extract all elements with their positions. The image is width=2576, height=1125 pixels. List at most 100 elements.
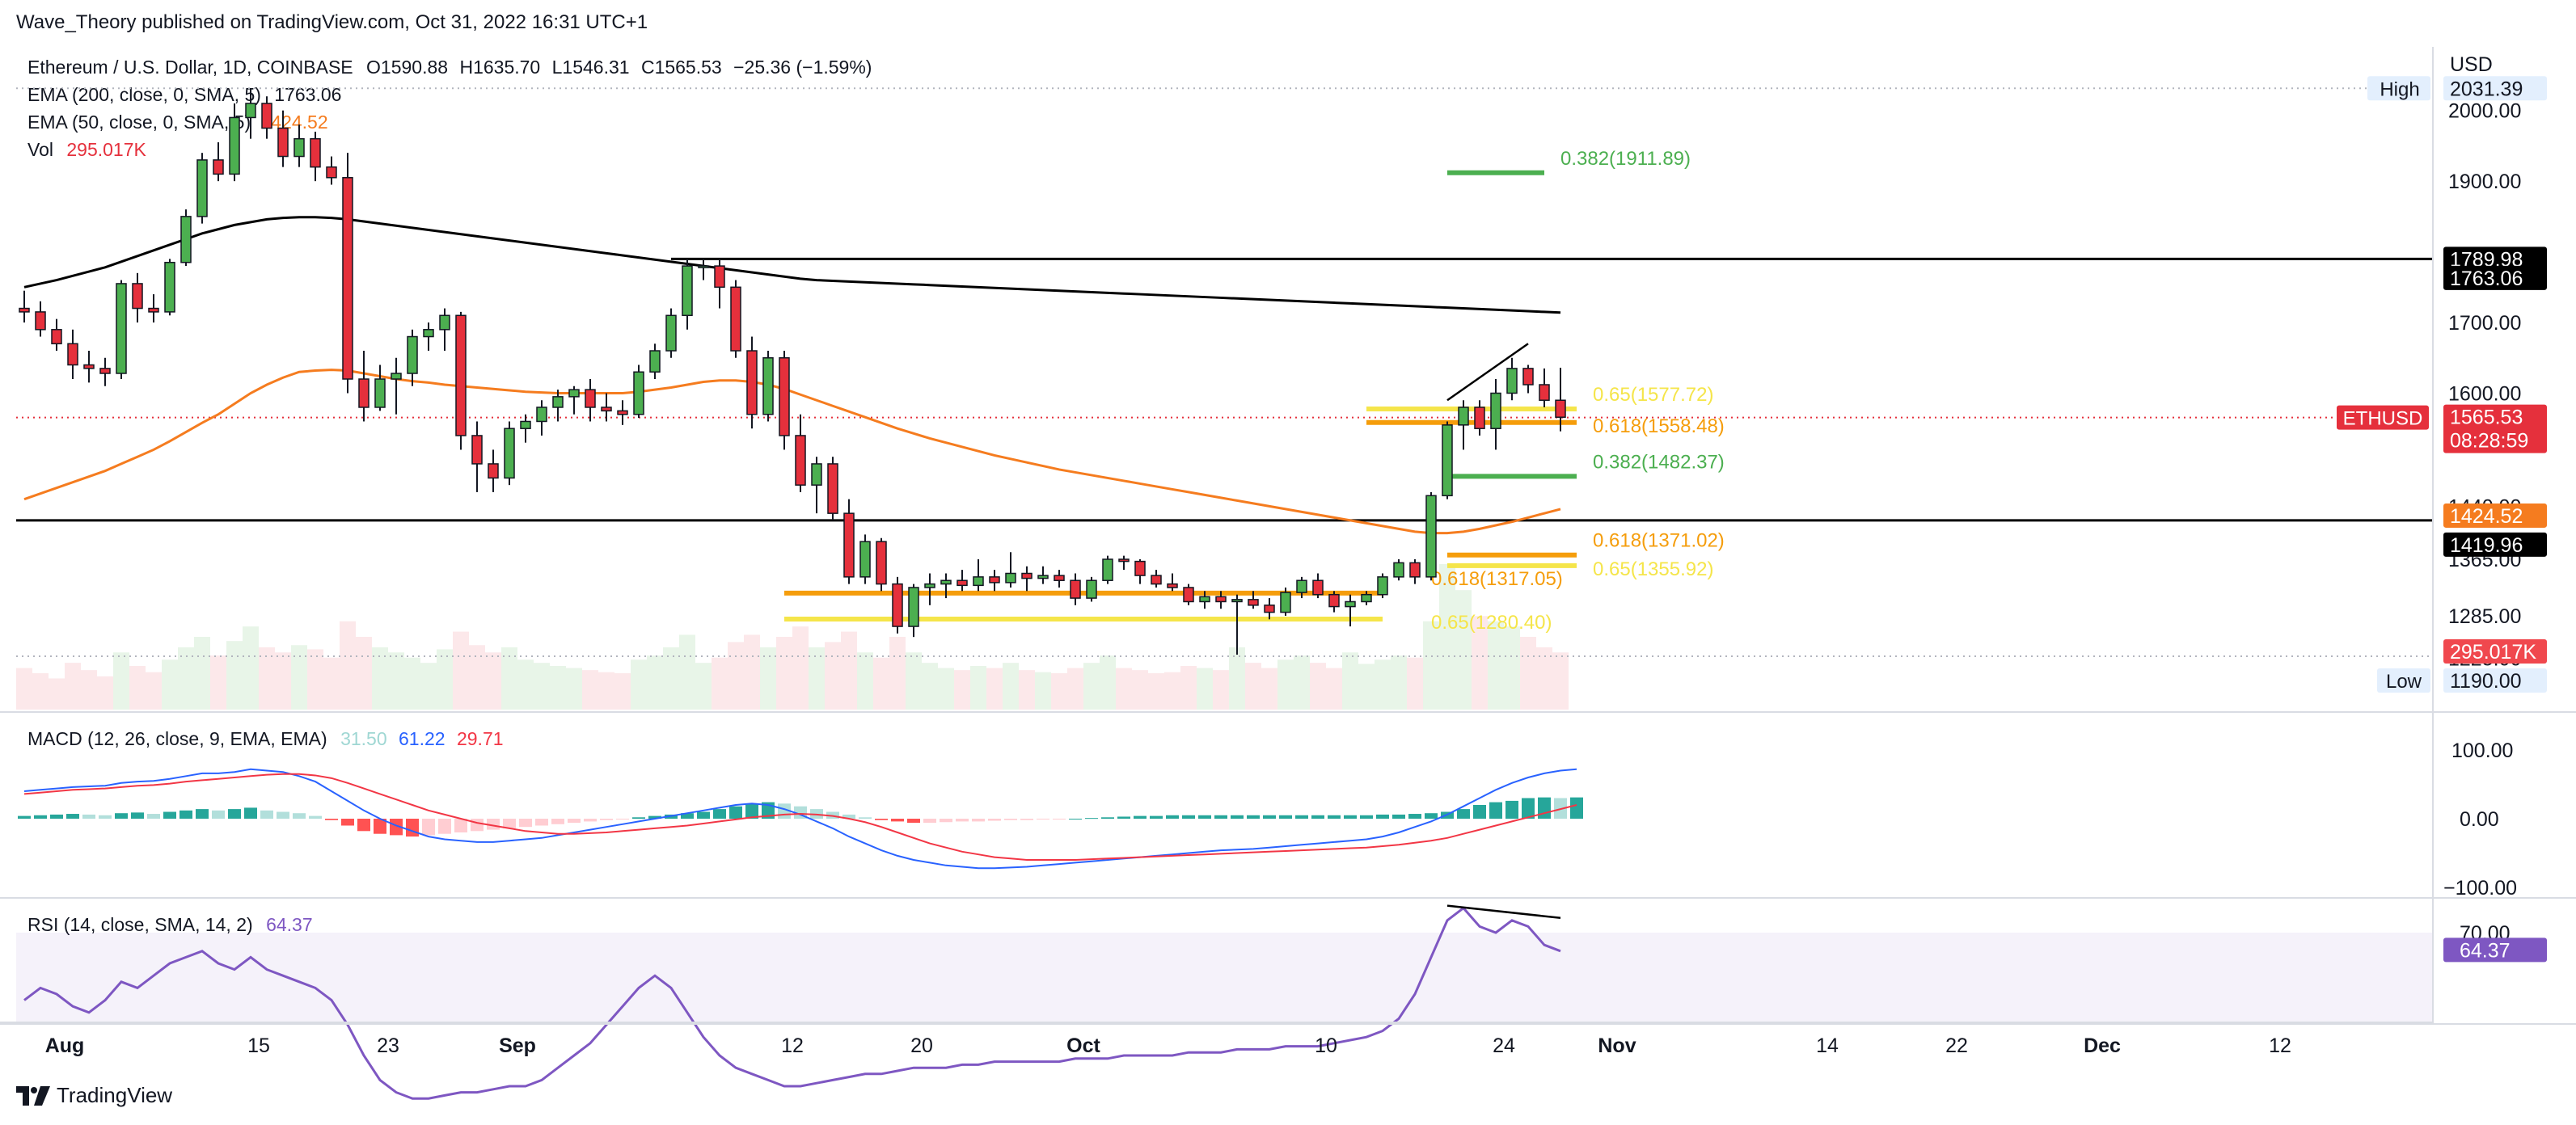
volume-bar (437, 649, 453, 710)
candle-body (439, 314, 450, 331)
volume-bar (744, 634, 760, 710)
legend-ema200[interactable]: EMA (200, close, 0, SMA, 5) 1763.06 (27, 84, 341, 106)
candle-body (35, 311, 46, 331)
legend-rsi[interactable]: RSI (14, close, SMA, 14, 2) 64.37 (27, 914, 313, 936)
volume-bar (550, 666, 566, 710)
candle-body (811, 463, 822, 486)
legend-macd[interactable]: MACD (12, 26, close, 9, EMA, EMA) 31.50 … (27, 728, 504, 750)
low-price-tag-bg (2443, 668, 2547, 693)
candle-body (1102, 558, 1113, 581)
candle-body (293, 137, 305, 158)
volume-bar (598, 672, 614, 710)
volume-bar (1197, 668, 1213, 710)
price-axis-tick: 1285.00 (2448, 605, 2521, 628)
legend-ema50[interactable]: EMA (50, close, 0, SMA, 5) 1424.52 (27, 112, 328, 133)
pane-divider-rsi[interactable] (0, 897, 2576, 899)
macd-histogram-bar (616, 819, 629, 820)
volume-bar (841, 631, 857, 710)
volume-bar (1310, 663, 1326, 710)
high-tag-bg (2367, 76, 2430, 101)
macd-histogram-bar (729, 806, 742, 819)
macd-histogram-bar (18, 815, 31, 819)
candle-body (1393, 562, 1404, 578)
symbol-title[interactable]: Ethereum / U.S. Dollar, 1D, COINBASE (27, 57, 353, 78)
vol-label: Vol (27, 139, 53, 160)
ema200-line (23, 216, 1561, 314)
volume-bar (453, 631, 469, 710)
candle-body (1280, 592, 1291, 613)
volume-bar (501, 647, 517, 710)
volume-bar (1067, 668, 1083, 710)
macd-histogram-bar (147, 814, 160, 819)
candle-body (342, 177, 353, 380)
candle-body (407, 335, 418, 374)
volume-bar (906, 652, 922, 710)
macd-histogram-bar (179, 810, 192, 819)
candle-body (876, 541, 887, 585)
candle-body (1021, 572, 1033, 579)
volume-bar (1261, 668, 1277, 710)
candle-body (1231, 599, 1243, 603)
candle-body (924, 583, 935, 588)
volume-bar (1019, 670, 1035, 710)
macd-histogram-bar (681, 813, 694, 819)
macd-histogram-bar (1408, 814, 1421, 819)
volume-bar (162, 659, 178, 710)
ema200-label: EMA (200, close, 0, SMA, 5) (27, 84, 261, 105)
macd-histogram-bar (1505, 800, 1518, 819)
fib-level-label: 0.65(1355.92) (1593, 558, 1713, 580)
time-axis-tick: 23 (377, 1034, 399, 1057)
price-axis-tick: 1700.00 (2448, 312, 2521, 335)
rsi-label: RSI (14, close, SMA, 14, 2) (27, 914, 253, 935)
fib-level-label: 0.65(1577.72) (1593, 384, 1713, 406)
fib-level-label: 0.618(1371.02) (1593, 530, 1725, 552)
volume-bar (1148, 673, 1164, 710)
macd-histogram-bar (471, 819, 484, 832)
macd-histogram-bar (1085, 818, 1098, 820)
volume-bar (1488, 621, 1504, 710)
time-axis-tick: 15 (247, 1034, 270, 1057)
candle-body (1264, 605, 1275, 613)
macd-label: MACD (12, 26, close, 9, EMA, EMA) (27, 728, 327, 749)
macd-histogram-bar (568, 819, 581, 824)
volume-bar (1326, 668, 1342, 710)
volume-bar (1342, 652, 1358, 710)
candle-body (1539, 384, 1550, 401)
macd-histogram-bar (228, 809, 241, 819)
macd-histogram-bar (1117, 816, 1130, 819)
low-tag-bg (2377, 668, 2430, 693)
fib-level-label: 0.618(1558.48) (1593, 415, 1725, 437)
time-axis-tick: 20 (910, 1034, 933, 1057)
ema50-price-tag: 1424.52 (2450, 505, 2523, 528)
pane-divider-macd[interactable] (0, 711, 2576, 713)
volume-bar (1277, 659, 1294, 710)
volume-bar (275, 652, 291, 710)
macd-histogram-bar (357, 819, 370, 832)
price-axis-currency: USD (2450, 53, 2493, 76)
volume-bar (1375, 659, 1391, 710)
volume-bar (1439, 564, 1455, 710)
volume-bar (32, 673, 49, 710)
candle-body (1522, 368, 1534, 386)
candle-body (1070, 579, 1081, 599)
macd-axis-tick: −100.00 (2443, 877, 2517, 900)
ema50-label: EMA (50, close, 0, SMA, 5) (27, 112, 251, 133)
macd-histogram-bar (212, 810, 225, 819)
volume-bar (712, 657, 728, 710)
volume-bar (1407, 657, 1423, 710)
volume-bar (517, 659, 534, 710)
brand-logo[interactable]: TradingView (16, 1083, 172, 1108)
rsi-band (16, 933, 2432, 1022)
macd-histogram-bar (907, 819, 920, 824)
legend-volume[interactable]: Vol 295.017K (27, 139, 146, 161)
candle-body (504, 428, 515, 479)
volume-bar (776, 637, 792, 710)
volume-bar (469, 645, 485, 710)
volume-bar (857, 652, 873, 710)
candle-body (488, 463, 499, 479)
candle-body (843, 512, 855, 578)
volume-bar (81, 670, 97, 710)
volume-bar (243, 626, 259, 710)
low-price-tag: 1190.00 (2450, 670, 2522, 693)
